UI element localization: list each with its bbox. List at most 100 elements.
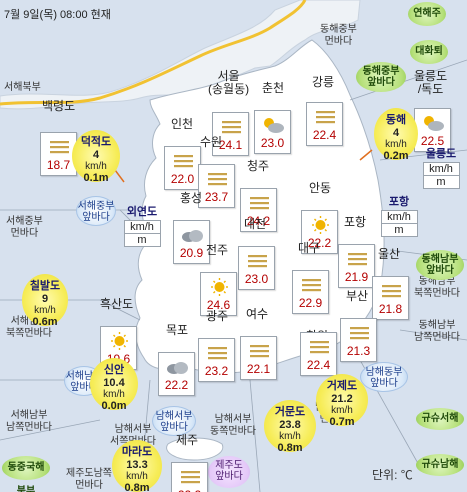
fog-icon <box>199 343 234 363</box>
buoy-wind-unit: km/h <box>279 431 301 442</box>
city-temperature: 21.3 <box>346 344 371 358</box>
city-weather-box[interactable]: 22.1 <box>240 336 277 380</box>
buoy-station[interactable]: 울릉도 km/h m <box>420 142 462 190</box>
buoy-station[interactable]: 거제도 21.2 km/h 0.7m <box>316 374 368 428</box>
city-weather-box[interactable]: 23.0 <box>254 110 291 154</box>
armistice-line <box>0 0 307 106</box>
badge-yeonhaeju[interactable]: 연해주 <box>408 2 446 26</box>
city-weather-box[interactable]: 22.2 <box>171 462 208 492</box>
jeju-island <box>166 437 224 461</box>
buoy-name: 거제도 <box>326 380 358 392</box>
partly-cloudy-icon <box>415 113 450 133</box>
badge-daehwa[interactable]: 대화퇴 <box>410 40 448 64</box>
buoy-name: 거문도 <box>274 406 306 418</box>
city-temperature: 21.9 <box>344 270 369 284</box>
buoy-wind-unit: km/h <box>429 163 453 175</box>
city-weather-box[interactable]: 24.1 <box>212 112 249 156</box>
city-weather-box[interactable]: 22.2 <box>301 210 338 254</box>
sea-label-east-central-far: 동해중부 먼바다 <box>320 24 357 47</box>
city-weather-box[interactable]: 22.4 <box>306 102 343 146</box>
buoy-name: 칠발도 <box>29 280 61 292</box>
city-weather-box[interactable]: 23.0 <box>238 246 275 290</box>
city-weather-box[interactable]: 22.9 <box>292 270 329 314</box>
buoy-wind-speed: 9 <box>41 293 49 305</box>
partly-cloudy-icon <box>255 115 290 135</box>
sea-label-west-south-north-far: 서해남부 북쪽먼바다 <box>6 316 52 339</box>
city-weather-box[interactable]: 21.9 <box>338 244 375 288</box>
cloudy-icon <box>159 357 194 377</box>
city-weather-box[interactable]: 21.3 <box>340 318 377 362</box>
buoy-wave-height: m <box>381 223 417 236</box>
badge-east-central-near[interactable]: 동해중부 앞바다 <box>356 62 406 92</box>
buoy-wind-speed: 4 <box>392 127 400 139</box>
buoy-wave-height: 0.8m <box>277 442 303 454</box>
city-weather-box[interactable]: 22.4 <box>300 332 337 376</box>
buoy-station[interactable]: 포항 km/h m <box>378 190 420 242</box>
city-weather-box[interactable]: 23.2 <box>198 338 235 382</box>
buoy-station[interactable]: 마라도 13.3 km/h 0.8m <box>112 440 162 492</box>
city-weather-box[interactable]: 21.8 <box>372 276 409 320</box>
buoy-station[interactable]: 칠발도 9 km/h 0.6m <box>22 274 68 328</box>
city-temperature: 23.0 <box>244 272 269 286</box>
buoy-station[interactable]: 외연도 km/h m <box>118 200 166 252</box>
buoy-data-box: km/h m <box>123 220 161 247</box>
buoy-station[interactable]: 동해 4 km/h 0.2m <box>374 108 418 162</box>
buoy-name: 울릉도 <box>425 148 457 160</box>
fog-icon <box>41 137 76 157</box>
city-weather-box[interactable]: 23.7 <box>198 164 235 208</box>
fog-icon <box>241 341 276 361</box>
buoy-wind-speed: 13.3 <box>126 459 148 471</box>
buoy-station[interactable]: 덕적도 4 km/h 0.1m <box>72 130 120 184</box>
sea-label-jeju-south-far: 제주도남쪽 먼바다 <box>66 468 112 491</box>
sea-label-west-north: 서해북부 <box>4 82 41 93</box>
buoy-name: 덕적도 <box>80 136 112 148</box>
city-label: 전주 <box>206 243 229 257</box>
cloudy-icon <box>174 225 209 245</box>
city-weather-box[interactable]: 24.2 <box>240 188 277 232</box>
buoy-wind-speed: 23.8 <box>279 419 301 431</box>
buoy-wind-speed: 21.2 <box>331 393 353 405</box>
observation-time: 7월 9일(목) 08:00 현재 <box>4 9 111 21</box>
city-weather-box[interactable]: 22.2 <box>158 352 195 396</box>
buoy-wind-unit: km/h <box>331 405 353 416</box>
buoy-wind-speed: 10.4 <box>103 377 125 389</box>
badge-east-south-near[interactable]: 동해남부 앞바다 <box>416 250 464 280</box>
sun-icon <box>201 277 236 297</box>
sea-label-south-west-east-far: 남해서부 동쪽먼바다 <box>210 414 256 437</box>
donghae-arrow <box>359 149 373 161</box>
fog-icon <box>341 323 376 343</box>
badge-west-central-near[interactable]: 서해중부 앞바다 <box>76 196 116 226</box>
city-weather-box[interactable]: 20.9 <box>173 220 210 264</box>
unit-label: 단위: ℃ <box>372 468 413 482</box>
city-weather-box[interactable]: 24.6 <box>200 272 237 316</box>
buoy-station[interactable]: 신안 10.4 km/h 0.0m <box>90 358 138 412</box>
badge-jeju-near[interactable]: 제주도 앞바다 <box>208 456 250 488</box>
city-weather-box[interactable]: 22.5 <box>414 108 451 152</box>
sea-label-west-central-far: 서해중부 먼바다 <box>6 216 43 239</box>
buoy-wind-unit: km/h <box>34 305 56 316</box>
fog-icon <box>172 467 207 487</box>
city-weather-box[interactable]: 22.0 <box>164 146 201 190</box>
badge-south-west-near[interactable]: 남해서부 앞바다 <box>152 406 196 436</box>
badge-south-east-near[interactable]: 남해동부 앞바다 <box>360 362 408 392</box>
city-label: 부산 <box>346 289 369 303</box>
buoy-wind-unit: km/h <box>126 471 148 482</box>
city-temperature: 21.8 <box>378 302 403 316</box>
city-label: 서울 (송월동) <box>208 69 250 96</box>
city-label: 흑산도 <box>100 297 134 311</box>
buoy-name: 마라도 <box>121 446 153 458</box>
badge-kyushu-south[interactable]: 규슈남해 <box>416 454 464 476</box>
sea-label-east-south-south-far: 동해남부 남쪽먼바다 <box>414 320 460 343</box>
fog-icon <box>239 251 274 271</box>
buoy-name: 포항 <box>388 196 410 208</box>
buoy-station[interactable]: 거문도 23.8 km/h 0.8m <box>264 400 316 454</box>
buoy-wave-height: m <box>423 175 459 188</box>
fog-icon <box>165 151 200 171</box>
city-temperature: 20.9 <box>179 246 204 260</box>
badge-kyushu-west[interactable]: 규슈서해 <box>416 408 464 430</box>
city-temperature: 22.2 <box>172 488 207 492</box>
fog-icon <box>241 193 276 213</box>
badge-east-china-north[interactable]: 동중국해 북부 <box>2 456 50 492</box>
city-weather-box[interactable]: 18.7 <box>40 132 77 176</box>
fog-icon <box>301 337 336 357</box>
